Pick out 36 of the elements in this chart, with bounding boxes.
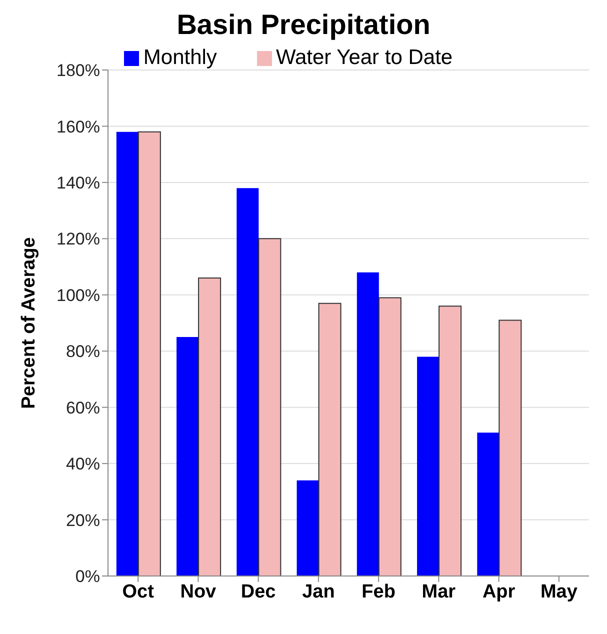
y-tick-label: 80%: [66, 342, 100, 362]
y-tick-label: 160%: [56, 117, 100, 136]
bar: [417, 356, 440, 576]
bar: [258, 238, 282, 576]
y-tick-label: 0%: [75, 567, 100, 586]
bar: [138, 131, 161, 576]
x-tick-label: Dec: [240, 581, 276, 602]
y-tick-label: 40%: [66, 454, 100, 474]
y-tick-label: 180%: [56, 61, 100, 80]
bar: [116, 132, 138, 576]
x-tick-label: Jan: [302, 581, 335, 602]
y-tick-label: 120%: [56, 230, 100, 249]
y-tick-label: 20%: [66, 510, 100, 530]
x-tick-label: Apr: [482, 581, 516, 602]
bar: [356, 272, 379, 576]
bar: [198, 278, 222, 576]
x-tick-label: May: [540, 581, 578, 602]
x-tick-label: Feb: [362, 581, 396, 602]
chart-title: Basin Precipitation: [176, 8, 432, 42]
bar: [438, 306, 462, 576]
x-tick-label: Nov: [180, 581, 217, 602]
bar: [318, 302, 342, 576]
bar: [477, 432, 500, 576]
bar: [498, 320, 522, 576]
legend-label: Water Year to Date: [276, 46, 453, 69]
x-tick-label: Mar: [422, 581, 456, 602]
x-tick-label: Oct: [122, 581, 155, 602]
bar: [378, 297, 402, 576]
bar: [296, 480, 319, 576]
y-axis-title: Percent of Average: [18, 237, 40, 409]
bar: [176, 337, 199, 576]
legend-label: Monthly: [143, 46, 217, 69]
y-tick-label: 140%: [56, 173, 100, 192]
y-tick-label: 60%: [66, 398, 100, 418]
y-tick-label: 100%: [56, 286, 100, 305]
bar: [236, 188, 259, 576]
